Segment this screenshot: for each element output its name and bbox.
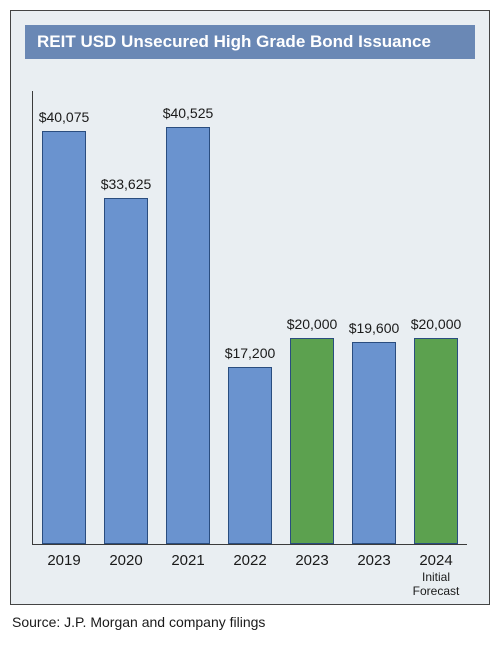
bar-value-label: $20,000 (276, 316, 347, 332)
source-text: Source: J.P. Morgan and company filings (12, 614, 265, 630)
bar-slot: $17,200 (228, 91, 273, 544)
bar (228, 367, 273, 544)
x-axis-label: 2019 (33, 552, 95, 570)
x-axis-label: 2020 (95, 552, 157, 570)
x-axis-label: 2023 (343, 552, 405, 570)
bar-slot: $20,000 (290, 91, 335, 544)
x-axis-label: 2021 (157, 552, 219, 570)
bar-slot: $40,525 (166, 91, 211, 544)
chart-title: REIT USD Unsecured High Grade Bond Issua… (37, 32, 431, 52)
bar-value-label: $17,200 (214, 345, 285, 361)
bar (104, 198, 149, 544)
bar-value-label: $20,000 (400, 316, 471, 332)
bar (352, 342, 397, 544)
bar (166, 127, 211, 544)
x-axis-label: 2022 (219, 552, 281, 570)
bar-slot: $33,625 (104, 91, 149, 544)
x-labels: 2019202020212022202320232024InitialForec… (33, 546, 467, 604)
chart-panel: REIT USD Unsecured High Grade Bond Issua… (10, 10, 490, 605)
bar-value-label: $40,075 (28, 109, 99, 125)
plot-area: $40,075$33,625$40,525$17,200$20,000$19,6… (33, 91, 467, 544)
bar (414, 338, 459, 544)
title-bar: REIT USD Unsecured High Grade Bond Issua… (25, 25, 475, 59)
x-axis-label: 2024InitialForecast (405, 552, 467, 599)
bar-value-label: $33,625 (90, 176, 161, 192)
y-axis (32, 91, 33, 544)
bar-value-label: $19,600 (338, 320, 409, 336)
bar-value-label: $40,525 (152, 105, 223, 121)
bar-slot: $40,075 (42, 91, 87, 544)
bar-slot: $20,000 (414, 91, 459, 544)
bar (290, 338, 335, 544)
x-axis-label: 2023 (281, 552, 343, 570)
x-axis (32, 544, 467, 545)
bar (42, 131, 87, 544)
bars-container: $40,075$33,625$40,525$17,200$20,000$19,6… (33, 91, 467, 544)
bar-slot: $19,600 (352, 91, 397, 544)
